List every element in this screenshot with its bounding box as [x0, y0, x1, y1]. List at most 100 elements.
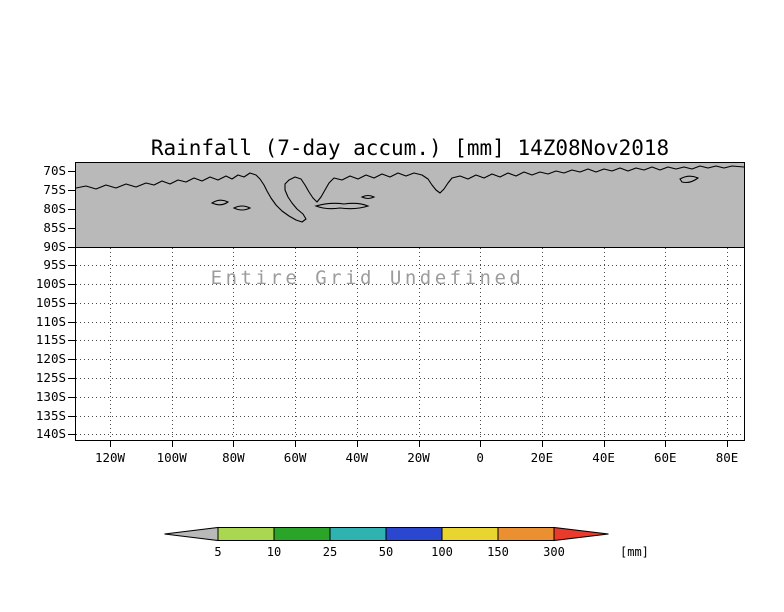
colorbar-graphic [164, 526, 609, 542]
y-tick-mark [68, 265, 75, 267]
y-tick-mark [68, 415, 75, 417]
x-tick-label: 40E [592, 450, 615, 465]
x-tick-mark [233, 441, 235, 447]
x-tick-mark [110, 441, 111, 447]
x-tick-mark [727, 441, 728, 447]
y-tick-mark [68, 284, 75, 286]
h-gridline [76, 378, 744, 379]
coastline-island-1 [210, 199, 230, 206]
h-gridline [76, 359, 744, 360]
colorbar-level-label: 50 [378, 545, 394, 559]
x-tick-label: 20E [530, 450, 554, 465]
y-tick-label: 115S [35, 332, 66, 348]
x-tick-label: 40W [345, 450, 369, 465]
x-tick-label: 120W [94, 450, 126, 465]
plot-area: Entire Grid Undefined [75, 162, 745, 441]
x-tick-label: 20W [407, 450, 430, 465]
v-gridline [604, 248, 605, 440]
v-gridline [727, 248, 728, 440]
y-tick-label: 105S [35, 294, 66, 310]
y-tick-mark [68, 246, 75, 248]
y-tick-mark [68, 340, 75, 342]
y-tick-label: 110S [35, 313, 66, 329]
v-gridline [233, 248, 234, 440]
y-tick-mark [68, 302, 75, 304]
y-tick-label: 135S [35, 407, 66, 423]
x-tick-mark [541, 441, 543, 447]
coastline-island-4 [360, 194, 376, 200]
colorbar [163, 526, 609, 542]
v-gridline [665, 248, 666, 440]
h-gridline [76, 397, 744, 398]
undefined-message: Entire Grid Undefined [210, 267, 525, 289]
colorbar-segment [497, 527, 555, 541]
y-tick-mark [68, 396, 75, 398]
colorbar-level-label: 25 [322, 545, 338, 559]
x-tick-label: 80W [222, 450, 245, 465]
y-tick-label: 140S [35, 426, 66, 442]
y-tick-mark [68, 190, 75, 192]
y-tick-label: 100S [35, 276, 66, 292]
v-gridline [419, 248, 420, 440]
h-gridline [76, 303, 744, 304]
x-tick-mark [418, 441, 420, 447]
colorbar-level-label: 300 [543, 545, 565, 559]
v-gridline [480, 248, 481, 440]
y-tick-mark [68, 434, 75, 436]
x-tick-label: 80E [715, 450, 739, 465]
x-tick-label: 0 [476, 450, 484, 465]
colorbar-level-label: 5 [214, 545, 222, 559]
x-tick-label: 60E [654, 450, 677, 465]
x-tick-mark [665, 441, 667, 447]
y-tick-label: 95S [43, 257, 66, 273]
y-tick-mark [68, 321, 75, 323]
y-tick-label: 90S [43, 238, 66, 254]
x-tick-mark [356, 441, 358, 447]
y-tick-label: 85S [43, 219, 66, 235]
h-gridline [76, 434, 744, 435]
x-tick-label: 100W [156, 450, 187, 465]
y-tick-label: 130S [35, 388, 66, 404]
colorbar-segment [273, 527, 331, 541]
h-gridline [76, 265, 744, 266]
y-tick-label: 80S [43, 200, 66, 216]
colorbar-segment [441, 527, 499, 541]
y-tick-label: 125S [35, 370, 66, 386]
y-tick-mark [68, 171, 75, 173]
colorbar-above-arrow [553, 526, 609, 542]
colorbar-level-label: 10 [266, 545, 282, 559]
v-gridline [295, 248, 296, 440]
colorbar-level-label: 100 [431, 545, 453, 559]
colorbar-segment [385, 527, 443, 541]
y-tick-mark [68, 359, 75, 361]
y-tick-mark [68, 378, 75, 380]
h-gridline [76, 284, 744, 285]
v-gridline [110, 248, 111, 440]
colorbar-unit-label: [mm] [620, 545, 649, 559]
coastline-island-2 [232, 205, 252, 211]
y-tick-label: 120S [35, 351, 66, 367]
coastline-island-3 [314, 202, 370, 210]
y-tick-label: 75S [43, 182, 66, 198]
x-tick-mark [480, 441, 482, 447]
coastline-main-path [76, 165, 744, 223]
y-tick-mark [68, 227, 75, 229]
h-gridline [76, 416, 744, 417]
x-tick-mark [603, 441, 605, 447]
colorbar-segment [217, 527, 275, 541]
coastline-contours [76, 165, 744, 223]
y-tick-label: 70S [43, 163, 66, 179]
v-gridline [172, 248, 173, 440]
y-tick-mark [68, 208, 75, 210]
v-gridline [357, 248, 358, 440]
coastline-island-5 [679, 175, 700, 184]
colorbar-below-arrow [164, 526, 219, 542]
colorbar-level-label: 150 [487, 545, 509, 559]
x-tick-mark [171, 441, 173, 447]
undefined-shaded-region [76, 163, 744, 248]
chart-title: Rainfall (7-day accum.) [mm] 14Z08Nov201… [150, 136, 670, 160]
h-gridline [76, 340, 744, 341]
x-tick-label: 60W [283, 450, 307, 465]
x-tick-mark [295, 441, 297, 447]
